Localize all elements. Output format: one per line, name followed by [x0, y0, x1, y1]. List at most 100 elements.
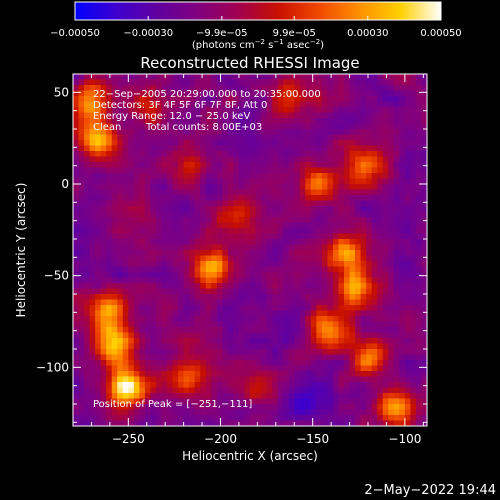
heatmap-cell [355, 195, 362, 202]
heatmap-cell [288, 338, 295, 345]
heatmap-cell [404, 321, 412, 328]
heatmap-cell [266, 332, 273, 339]
heatmap-cell [277, 343, 284, 350]
heatmap-cell [393, 299, 400, 306]
heatmap-cell [294, 376, 301, 383]
heatmap-cell [200, 200, 207, 207]
heatmap-cell [155, 90, 163, 97]
heatmap-cell [250, 134, 257, 141]
heatmap-cell [84, 387, 91, 394]
heatmap-cell [133, 90, 140, 97]
heatmap-cell [150, 255, 157, 262]
heatmap-cell [299, 387, 306, 394]
heatmap-cell [200, 371, 207, 378]
heatmap-cell [360, 233, 367, 240]
heatmap-cell [122, 244, 129, 251]
heatmap-cell [371, 376, 378, 383]
heatmap-cell [95, 184, 102, 191]
heatmap-cell [144, 162, 152, 169]
heatmap-cell [377, 332, 384, 339]
heatmap-cell [266, 140, 273, 147]
heatmap-cell [161, 151, 168, 158]
heatmap-cell [100, 211, 107, 218]
heatmap-cell [111, 277, 118, 284]
heatmap-cell [178, 178, 185, 185]
heatmap-cell [178, 134, 185, 141]
heatmap-cell [233, 409, 240, 416]
heatmap-cell [388, 382, 395, 389]
heatmap-cell [355, 283, 362, 290]
heatmap-cell [189, 184, 196, 191]
heatmap-cell [250, 140, 257, 147]
heatmap-cell [355, 239, 362, 246]
heatmap-cell [349, 387, 356, 394]
heatmap-cell [316, 167, 323, 174]
heatmap-cell [327, 376, 334, 383]
heatmap-cell [382, 178, 389, 185]
heatmap-cell [399, 74, 406, 81]
heatmap-cell [200, 305, 207, 312]
heatmap-cell [128, 354, 135, 361]
heatmap-cell [189, 79, 196, 86]
heatmap-cell [299, 162, 306, 169]
heatmap-cell [172, 151, 179, 158]
heatmap-cell [227, 393, 235, 400]
heatmap-cell [415, 195, 423, 202]
heatmap-cell [233, 145, 240, 152]
heatmap-cell [128, 420, 135, 426]
heatmap-cell [349, 371, 356, 378]
heatmap-cell [95, 239, 102, 246]
heatmap-cell [360, 211, 367, 218]
heatmap-cell [111, 189, 118, 196]
heatmap-cell [272, 151, 279, 158]
heatmap-cell [139, 266, 146, 273]
heatmap-cell [377, 156, 384, 163]
heatmap-cell [338, 228, 345, 235]
heatmap-cell [194, 299, 201, 306]
heatmap-cell [200, 118, 207, 125]
heatmap-cell [128, 151, 135, 158]
heatmap-cell [410, 145, 417, 152]
heatmap-cell [189, 261, 196, 268]
heatmap-cell [399, 387, 406, 394]
heatmap-cell [310, 415, 317, 422]
heatmap-cell [277, 228, 284, 235]
heatmap-cell [167, 112, 174, 119]
heatmap-cell [344, 101, 351, 108]
heatmap-cell [100, 376, 107, 383]
heatmap-cell [272, 343, 279, 350]
heatmap-cell [244, 332, 251, 339]
heatmap-cell [189, 233, 196, 240]
heatmap-cell [238, 305, 246, 312]
heatmap-cell [272, 283, 279, 290]
heatmap-cell [277, 79, 284, 86]
heatmap-cell [227, 387, 235, 394]
heatmap-cell [410, 74, 417, 81]
heatmap-cell [332, 343, 340, 350]
heatmap-cell [288, 173, 295, 180]
heatmap-cell [172, 387, 179, 394]
heatmap-cell [415, 222, 423, 229]
heatmap-cell [421, 349, 427, 356]
heatmap-cell [360, 415, 367, 422]
heatmap-cell [316, 140, 323, 147]
heatmap-cell [139, 211, 146, 218]
heatmap-cell [161, 294, 168, 301]
heatmap-cell [250, 277, 257, 284]
heatmap-cell [404, 420, 412, 426]
heatmap-cell [415, 376, 423, 383]
heatmap-cell [349, 222, 356, 229]
heatmap-cell [172, 162, 179, 169]
heatmap-cell [377, 255, 384, 262]
heatmap-cell [178, 244, 185, 251]
heatmap-cell [178, 228, 185, 235]
heatmap-cell [277, 371, 284, 378]
heatmap-cell [222, 140, 229, 147]
heatmap-cell [178, 332, 185, 339]
heatmap-cell [388, 206, 395, 213]
heatmap-cell [377, 134, 384, 141]
heatmap-cell [128, 96, 135, 103]
heatmap-cell [216, 393, 223, 400]
heatmap-cell [388, 118, 395, 125]
heatmap-cell [89, 123, 96, 130]
